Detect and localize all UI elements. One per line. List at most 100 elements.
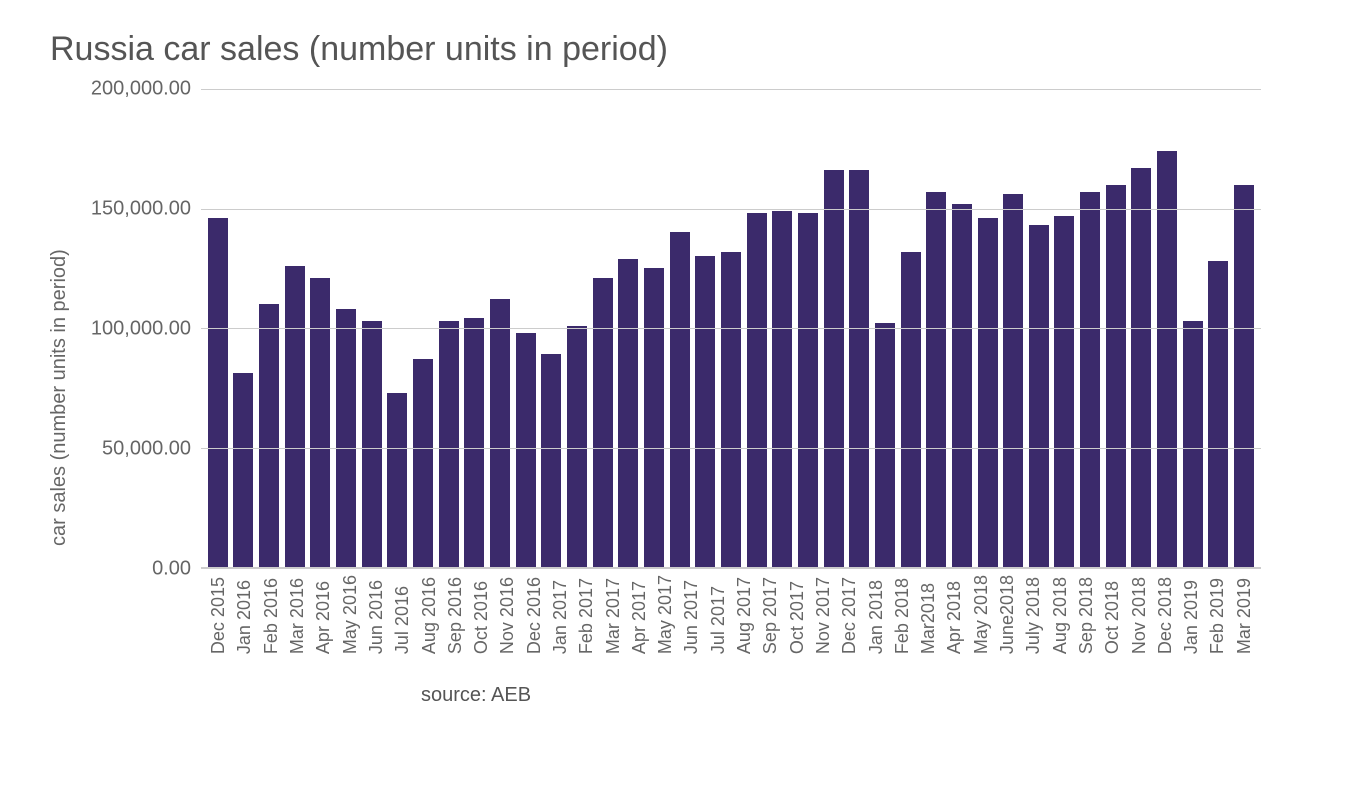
- x-tick-label: Apr 2016: [314, 575, 332, 654]
- x-tick-label: Oct 2016: [472, 575, 490, 654]
- x-label-slot: Oct 2018: [1099, 575, 1125, 654]
- x-tick-label: Jun 2017: [682, 575, 700, 654]
- bar: [798, 213, 818, 567]
- x-label-slot: Nov 2016: [494, 575, 520, 654]
- x-label-slot: Sep 2018: [1073, 575, 1099, 654]
- bar: [464, 318, 484, 567]
- x-label-slot: Nov 2018: [1125, 575, 1151, 654]
- x-label-slot: Aug 2017: [731, 575, 757, 654]
- x-tick-label: Jun 2016: [367, 575, 385, 654]
- bar: [593, 278, 613, 567]
- x-tick-label: Jul 2016: [393, 575, 411, 654]
- x-label-slot: Jul 2016: [389, 575, 415, 654]
- x-tick-label: Jan 2018: [867, 575, 885, 654]
- x-tick-label: Nov 2017: [814, 575, 832, 654]
- x-tick-label: Jan 2016: [235, 575, 253, 654]
- x-tick-label: Mar2018: [919, 575, 937, 654]
- bar: [439, 321, 459, 567]
- x-tick-label: July 2018: [1024, 575, 1042, 654]
- x-tick-label: Apr 2017: [630, 575, 648, 654]
- gridline: [201, 567, 1261, 568]
- x-label-slot: Aug 2018: [1047, 575, 1073, 654]
- x-label-slot: Sep 2017: [757, 575, 783, 654]
- x-tick-label: Feb 2016: [262, 575, 280, 654]
- x-tick-label: Aug 2016: [420, 575, 438, 654]
- y-tick-label: 50,000.00: [102, 438, 191, 461]
- x-label-slot: May 2017: [652, 575, 678, 654]
- bar: [824, 170, 844, 567]
- x-label-slot: Jan 2016: [231, 575, 257, 654]
- plot-area: [201, 89, 1261, 569]
- bar: [747, 213, 767, 567]
- x-label-slot: Mar 2019: [1231, 575, 1257, 654]
- plot-with-yticks: 200,000.00150,000.00100,000.0050,000.000…: [71, 89, 1261, 707]
- x-tick-label: Mar 2017: [604, 575, 622, 654]
- x-tick-label: Nov 2018: [1130, 575, 1148, 654]
- x-tick-label: Feb 2017: [577, 575, 595, 654]
- x-tick-label: Aug 2017: [735, 575, 753, 654]
- x-tick-label: Dec 2018: [1156, 575, 1174, 654]
- bar: [336, 309, 356, 567]
- x-tick-label: Mar 2019: [1235, 575, 1253, 654]
- x-tick-label: Dec 2016: [525, 575, 543, 654]
- x-tick-label: May 2018: [972, 575, 990, 654]
- x-label-slot: Oct 2016: [468, 575, 494, 654]
- bar: [875, 323, 895, 567]
- plot-wrapper: car sales (number units in period) 200,0…: [40, 89, 1320, 707]
- x-tick-label: Jan 2017: [551, 575, 569, 654]
- x-label-slot: Jun 2016: [363, 575, 389, 654]
- bar: [1054, 216, 1074, 567]
- x-label-slot: Mar2018: [915, 575, 941, 654]
- x-label-slot: Feb 2016: [258, 575, 284, 654]
- bar: [644, 268, 664, 567]
- x-tick-label: May 2017: [656, 575, 674, 654]
- x-label-slot: Dec 2016: [521, 575, 547, 654]
- bar: [1003, 194, 1023, 567]
- bar: [310, 278, 330, 567]
- x-label-slot: Jan 2019: [1178, 575, 1204, 654]
- bar: [695, 256, 715, 567]
- x-tick-label: Mar 2016: [288, 575, 306, 654]
- y-tick-label: 150,000.00: [91, 198, 191, 221]
- x-tick-label: Feb 2019: [1208, 575, 1226, 654]
- x-label-slot: Dec 2015: [205, 575, 231, 654]
- x-label-slot: Dec 2017: [836, 575, 862, 654]
- bar: [259, 304, 279, 567]
- bar: [1157, 151, 1177, 567]
- x-tick-label: Feb 2018: [893, 575, 911, 654]
- bar: [618, 259, 638, 567]
- bar: [208, 218, 228, 567]
- bar: [1131, 168, 1151, 567]
- x-tick-label: Jan 2019: [1182, 575, 1200, 654]
- x-label-slot: Feb 2017: [573, 575, 599, 654]
- x-tick-label: May 2016: [341, 575, 359, 654]
- x-label-slot: Mar 2017: [599, 575, 625, 654]
- x-label-slot: June2018: [994, 575, 1020, 654]
- y-tick-label: 100,000.00: [91, 318, 191, 341]
- x-label-slot: Aug 2016: [415, 575, 441, 654]
- x-label-slot: Feb 2019: [1204, 575, 1230, 654]
- bar: [670, 232, 690, 567]
- x-tick-label: Oct 2017: [788, 575, 806, 654]
- y-tick-label: 0.00: [152, 558, 191, 581]
- source-label: source: AEB: [421, 684, 1261, 707]
- x-label-slot: Nov 2017: [810, 575, 836, 654]
- bar: [516, 333, 536, 567]
- bar: [1106, 185, 1126, 567]
- x-tick-label: June2018: [998, 575, 1016, 654]
- y-ticks: 200,000.00150,000.00100,000.0050,000.000…: [71, 89, 201, 569]
- bar: [978, 218, 998, 567]
- bar: [849, 170, 869, 567]
- bar: [1208, 261, 1228, 567]
- x-tick-label: Nov 2016: [498, 575, 516, 654]
- bar: [285, 266, 305, 567]
- bar: [541, 354, 561, 567]
- x-tick-label: Jul 2017: [709, 575, 727, 654]
- x-label-slot: July 2018: [1020, 575, 1046, 654]
- x-tick-label: Sep 2017: [761, 575, 779, 654]
- x-tick-label: Aug 2018: [1051, 575, 1069, 654]
- y-axis-label: car sales (number units in period): [40, 158, 71, 638]
- bar: [721, 252, 741, 567]
- gridline: [201, 448, 1261, 449]
- x-label-slot: Jan 2017: [547, 575, 573, 654]
